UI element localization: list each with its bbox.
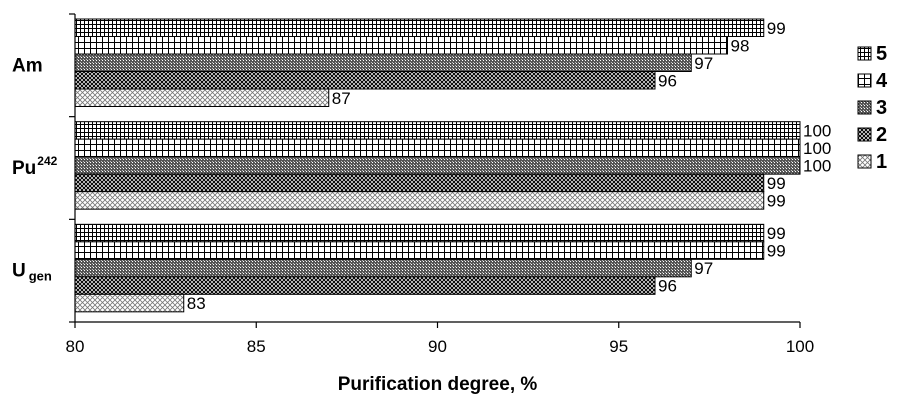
data-label: 99 [767,174,786,193]
category-label-am: Am [12,55,43,76]
data-label: 99 [767,242,786,261]
data-label: 87 [332,89,351,108]
data-label: 100 [803,121,831,140]
data-label: 83 [187,294,206,313]
legend-label-5: 5 [876,43,887,65]
bars-layer [74,18,801,313]
bar-pu-series-3 [74,156,801,175]
data-label: 97 [694,259,713,278]
category-labels: Am Pu242 U gen [12,55,58,283]
y-axis-ticks [69,13,75,323]
data-label: 99 [767,224,786,243]
legend-label-2: 2 [876,124,887,146]
data-label: 96 [658,71,677,90]
legend-swatch-5 [857,46,872,61]
bar-u-series-3 [74,258,692,278]
bar-am-series-3 [74,53,692,72]
legend-label-1: 1 [876,151,887,173]
data-label: 96 [658,277,677,296]
legend-swatch-3 [857,100,872,115]
legend-label-4: 4 [876,70,888,92]
data-label: 99 [767,191,786,210]
x-tick-label: 100 [786,337,814,356]
bar-am-series-2 [74,71,656,90]
bar-pu-series-1 [74,191,765,210]
bar-pu-series-5 [74,121,801,140]
bar-am-series-4 [74,36,728,55]
bar-pu-series-4 [74,138,801,158]
legend-swatch-4 [857,73,872,88]
x-tick-label: 95 [609,337,628,356]
x-axis-tick-labels: 80 85 90 95 100 [66,337,815,356]
data-label: 99 [767,19,786,38]
category-label-pu: Pu242 [12,154,58,179]
x-axis-ticks [74,322,801,328]
x-tick-label: 90 [428,337,447,356]
legend-swatch-2 [857,127,872,142]
legend-label-3: 3 [876,97,887,119]
bar-am-series-5 [74,18,765,37]
bar-u-series-2 [74,276,656,295]
legend-swatch-1 [857,154,872,169]
data-label: 98 [731,36,750,55]
x-tick-label: 80 [66,337,85,356]
data-label: 100 [803,139,831,158]
bar-u-series-5 [74,223,765,243]
data-label: 100 [803,156,831,175]
bar-am-series-1 [74,88,330,107]
legend: 5 4 3 2 1 [857,43,888,173]
x-tick-label: 85 [247,337,266,356]
x-axis-title: Purification degree, % [338,374,538,394]
bar-pu-series-2 [74,173,765,193]
bar-u-series-4 [74,241,765,260]
bar-u-series-1 [74,293,185,313]
data-label: 97 [694,54,713,73]
